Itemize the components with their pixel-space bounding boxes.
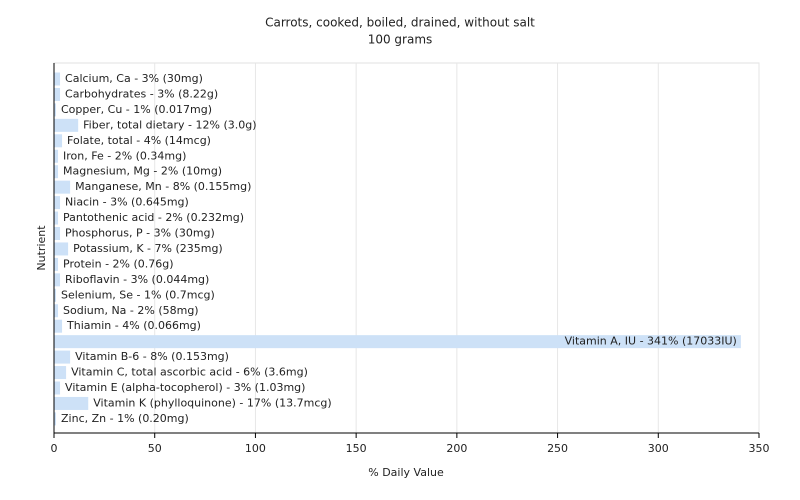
bar <box>54 381 61 395</box>
data-label: Protein - 2% (0.76g) <box>63 257 174 270</box>
data-label: Carbohydrates - 3% (8.22g) <box>65 87 218 100</box>
x-tick-label: 100 <box>245 442 266 455</box>
data-label: Vitamin C, total ascorbic acid - 6% (3.6… <box>71 366 308 379</box>
bar <box>54 257 59 271</box>
x-axis-label: % Daily Value <box>368 466 444 479</box>
bar <box>54 165 59 179</box>
data-label: Folate, total - 4% (14mcg) <box>67 134 211 147</box>
y-axis-label: Nutrient <box>35 225 48 271</box>
data-label: Thiamin - 4% (0.066mg) <box>66 319 201 332</box>
bar <box>54 118 79 132</box>
data-label: Phosphorus, P - 3% (30mg) <box>65 227 215 240</box>
bar <box>54 196 61 210</box>
bar <box>54 87 61 101</box>
bar <box>54 350 71 364</box>
data-label: Zinc, Zn - 1% (0.20mg) <box>61 412 189 425</box>
x-tick-label: 150 <box>346 442 367 455</box>
bar <box>54 149 59 163</box>
data-label: Selenium, Se - 1% (0.7mcg) <box>61 288 215 301</box>
bar <box>54 180 71 194</box>
data-label: Vitamin A, IU - 341% (17033IU) <box>565 335 737 348</box>
data-label: Niacin - 3% (0.645mg) <box>65 196 189 209</box>
bar <box>54 211 59 225</box>
data-label: Sodium, Na - 2% (58mg) <box>63 304 199 317</box>
bar <box>54 366 67 380</box>
data-label: Fiber, total dietary - 12% (3.0g) <box>83 118 256 131</box>
bar <box>54 72 61 86</box>
data-label: Pantothenic acid - 2% (0.232mg) <box>63 211 244 224</box>
bar <box>54 134 63 148</box>
data-label: Magnesium, Mg - 2% (10mg) <box>63 165 222 178</box>
data-label: Potassium, K - 7% (235mg) <box>73 242 223 255</box>
x-tick-label: 200 <box>446 442 467 455</box>
data-label: Iron, Fe - 2% (0.34mg) <box>63 149 186 162</box>
x-tick-label: 0 <box>51 442 58 455</box>
bar <box>54 396 89 410</box>
chart-title: Carrots, cooked, boiled, drained, withou… <box>265 16 535 30</box>
data-label: Copper, Cu - 1% (0.017mg) <box>61 103 212 116</box>
bar <box>54 242 69 256</box>
chart-subtitle: 100 grams <box>368 33 433 47</box>
bar <box>54 304 59 318</box>
x-tick-label: 350 <box>749 442 770 455</box>
bar <box>54 335 741 349</box>
x-tick-label: 300 <box>648 442 669 455</box>
bar <box>54 319 63 333</box>
bar <box>54 288 57 302</box>
data-label: Riboflavin - 3% (0.044mg) <box>65 273 209 286</box>
bar <box>54 273 61 287</box>
x-tick-label: 250 <box>547 442 568 455</box>
data-label: Manganese, Mn - 8% (0.155mg) <box>75 180 251 193</box>
data-label: Vitamin E (alpha-tocopherol) - 3% (1.03m… <box>65 381 305 394</box>
data-label: Calcium, Ca - 3% (30mg) <box>65 72 203 85</box>
bar <box>54 412 57 426</box>
data-label: Vitamin B-6 - 8% (0.153mg) <box>75 350 229 363</box>
bar <box>54 103 57 117</box>
data-label: Vitamin K (phylloquinone) - 17% (13.7mcg… <box>93 396 331 409</box>
bar <box>54 227 61 240</box>
x-tick-label: 50 <box>148 442 162 455</box>
